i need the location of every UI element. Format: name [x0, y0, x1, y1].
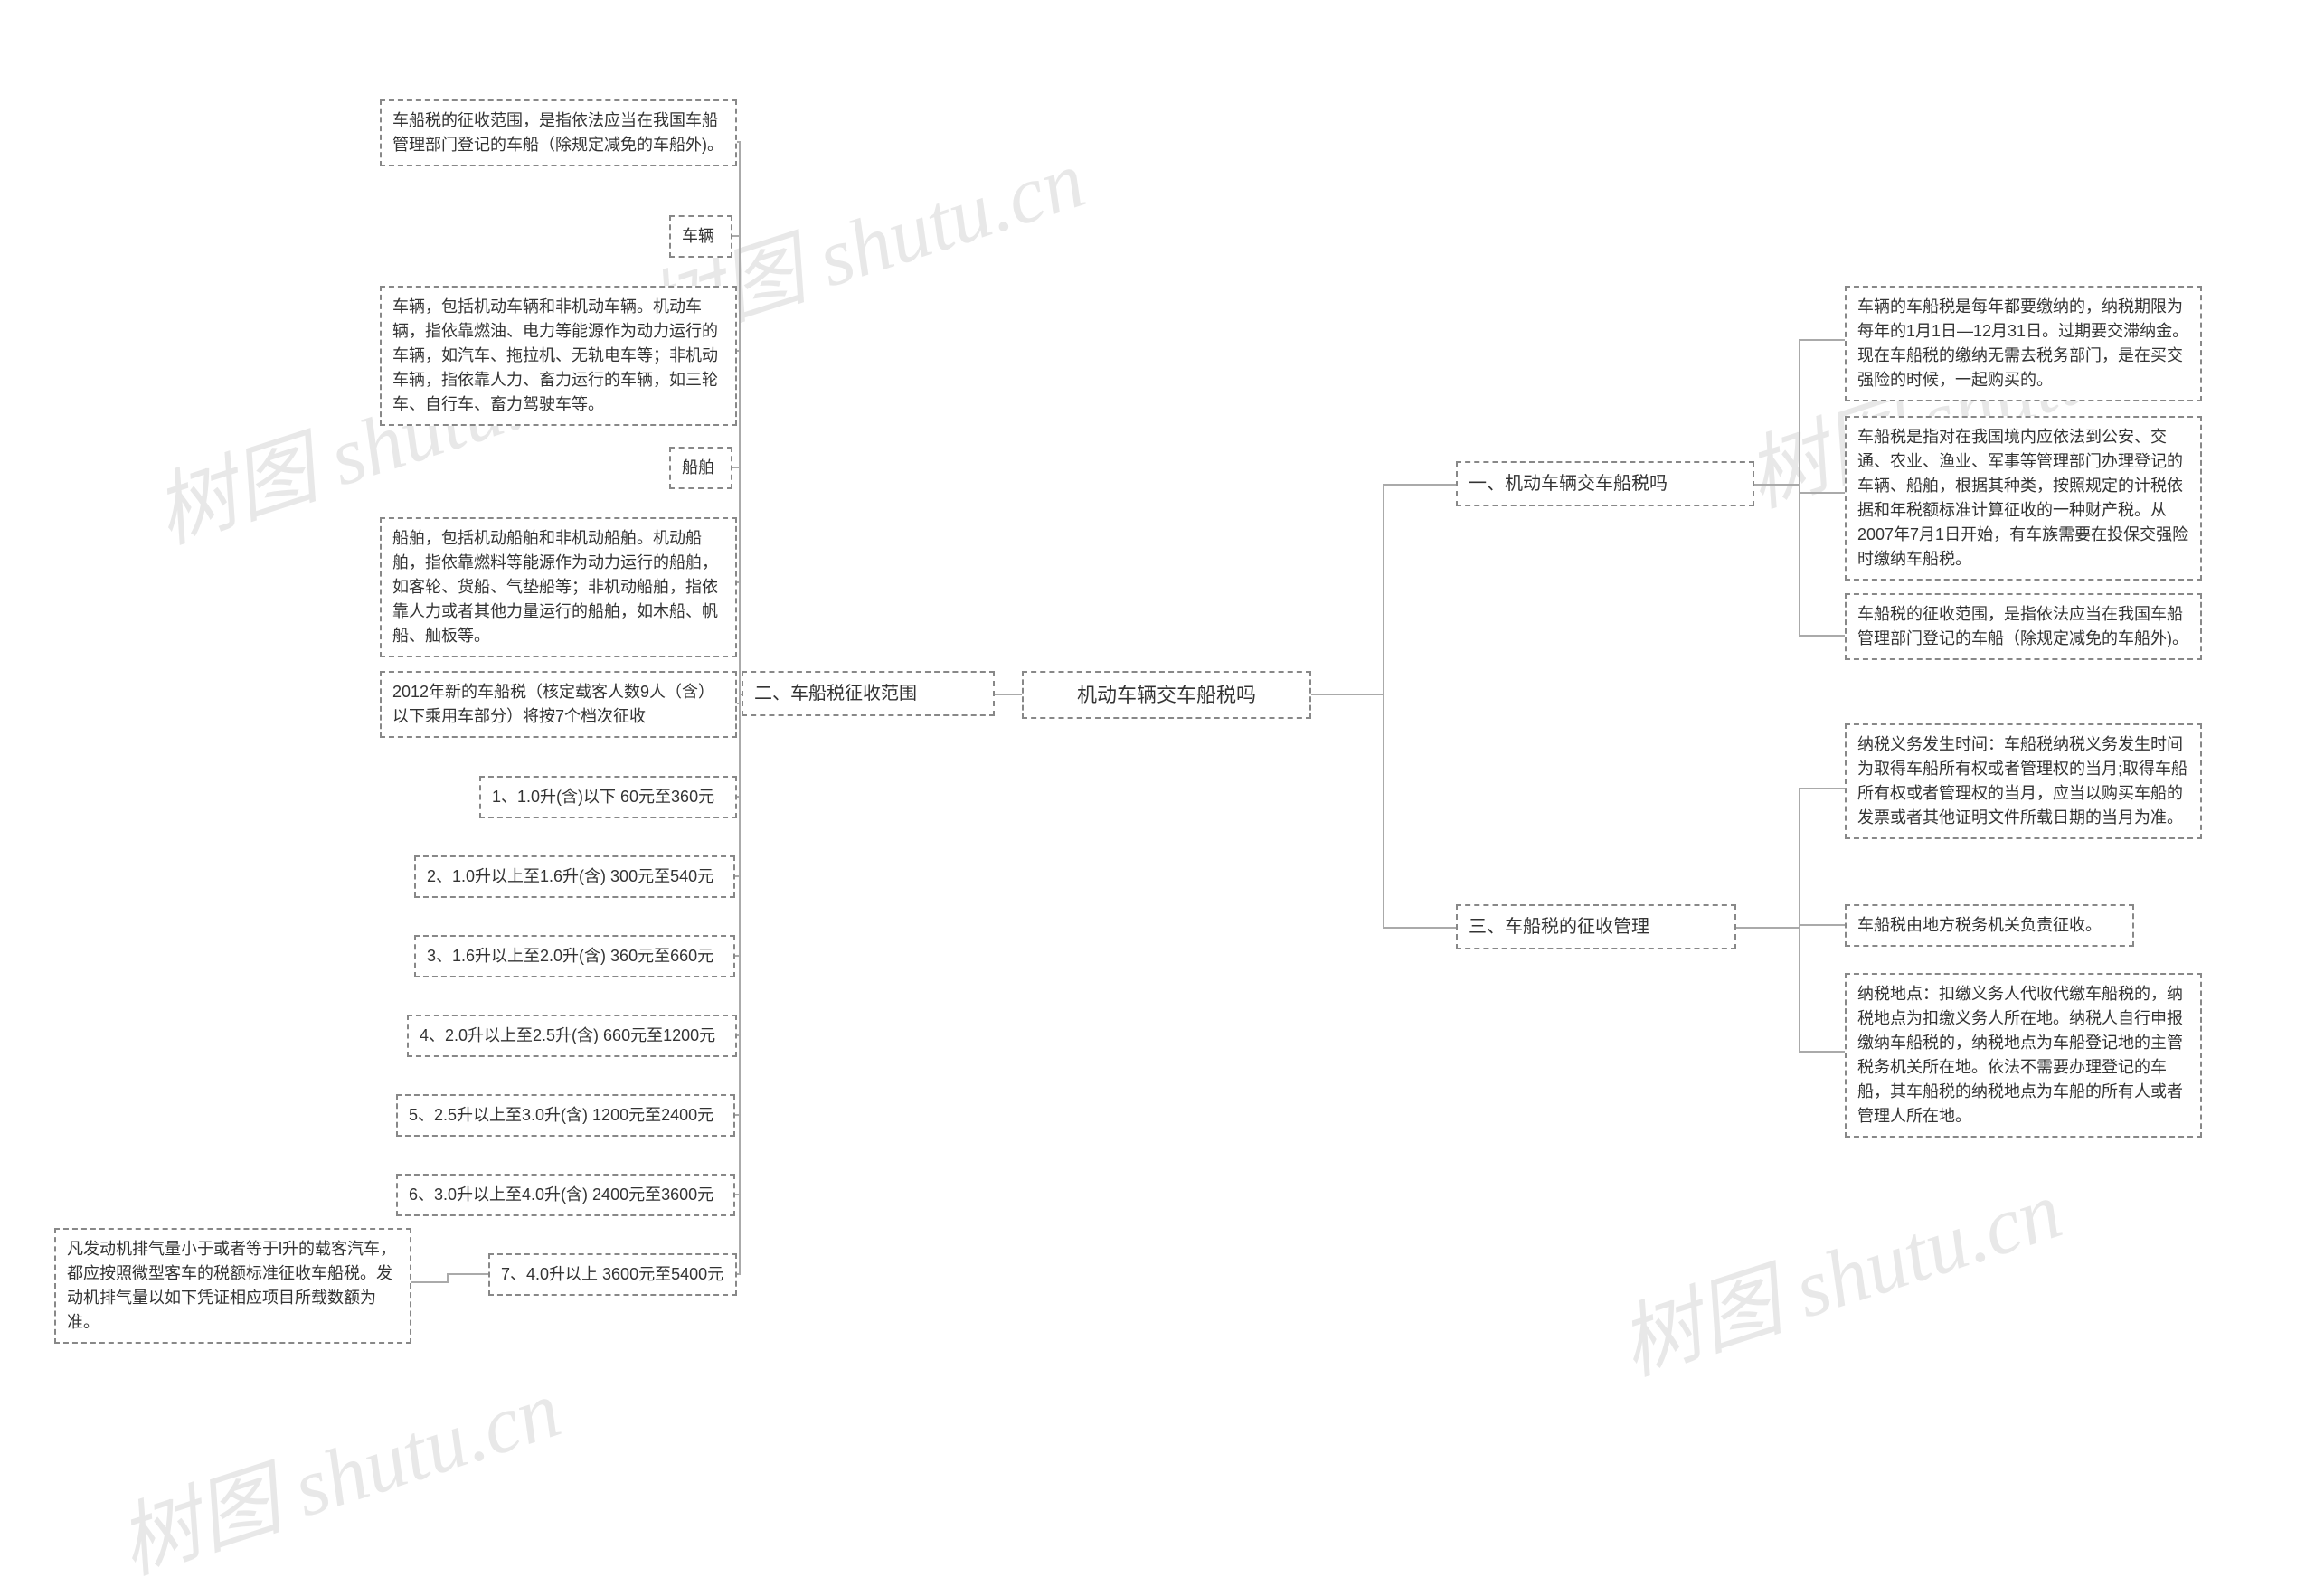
branch-3-child: 纳税义务发生时间：车船税纳税义务发生时间为取得车船所有权或者管理权的当月;取得车… [1845, 723, 2202, 839]
branch-1-child: 车船税的征收范围，是指依法应当在我国车船管理部门登记的车船（除规定减免的车船外)… [1845, 593, 2202, 660]
branch-2-child: 船舶 [669, 447, 732, 489]
branch-3-child: 车船税由地方税务机关负责征收。 [1845, 904, 2134, 947]
branch-2-child: 2、1.0升以上至1.6升(含) 300元至540元 [414, 855, 735, 898]
center-node: 机动车辆交车船税吗 [1022, 671, 1311, 719]
branch-2-child: 车船税的征收范围，是指依法应当在我国车船管理部门登记的车船（除规定减免的车船外)… [380, 99, 737, 166]
branch-2-child: 船舶，包括机动船舶和非机动船舶。机动船舶，指依靠燃料等能源作为动力运行的船舶，如… [380, 517, 737, 657]
branch-2-child: 5、2.5升以上至3.0升(含) 1200元至2400元 [396, 1094, 735, 1137]
watermark: 树图 shutu.cn [1602, 1144, 2073, 1397]
branch-1-child: 车船税是指对在我国境内应依法到公安、交通、农业、渔业、军事等管理部门办理登记的车… [1845, 416, 2202, 581]
branch-2-child: 4、2.0升以上至2.5升(含) 660元至1200元 [407, 1015, 737, 1057]
branch-1: 一、机动车辆交车船税吗 [1456, 461, 1754, 506]
branch-2-child: 车辆，包括机动车辆和非机动车辆。机动车辆，指依靠燃油、电力等能源作为动力运行的车… [380, 286, 737, 426]
branch-2-sub-child: 凡发动机排气量小于或者等于l升的载客汽车，都应按照微型客车的税额标准征收车船税。… [54, 1228, 411, 1344]
branch-2-child: 2012年新的车船税（核定载客人数9人（含）以下乘用车部分）将按7个档次征收 [380, 671, 737, 738]
branch-2-child: 车辆 [669, 215, 732, 258]
branch-2: 二、车船税征收范围 [742, 671, 995, 716]
branch-2-child: 1、1.0升(含)以下 60元至360元 [479, 776, 737, 818]
branch-3: 三、车船税的征收管理 [1456, 904, 1736, 949]
branch-2-child: 3、1.6升以上至2.0升(含) 360元至660元 [414, 935, 735, 977]
branch-2-child: 7、4.0升以上 3600元至5400元 [488, 1253, 737, 1296]
watermark: 树图 shutu.cn [101, 1343, 572, 1596]
branch-1-child: 车辆的车船税是每年都要缴纳的，纳税期限为每年的1月1日—12月31日。过期要交滞… [1845, 286, 2202, 401]
branch-3-child: 纳税地点：扣缴义务人代收代缴车船税的，纳税地点为扣缴义务人所在地。纳税人自行申报… [1845, 973, 2202, 1138]
branch-2-child: 6、3.0升以上至4.0升(含) 2400元至3600元 [396, 1174, 735, 1216]
